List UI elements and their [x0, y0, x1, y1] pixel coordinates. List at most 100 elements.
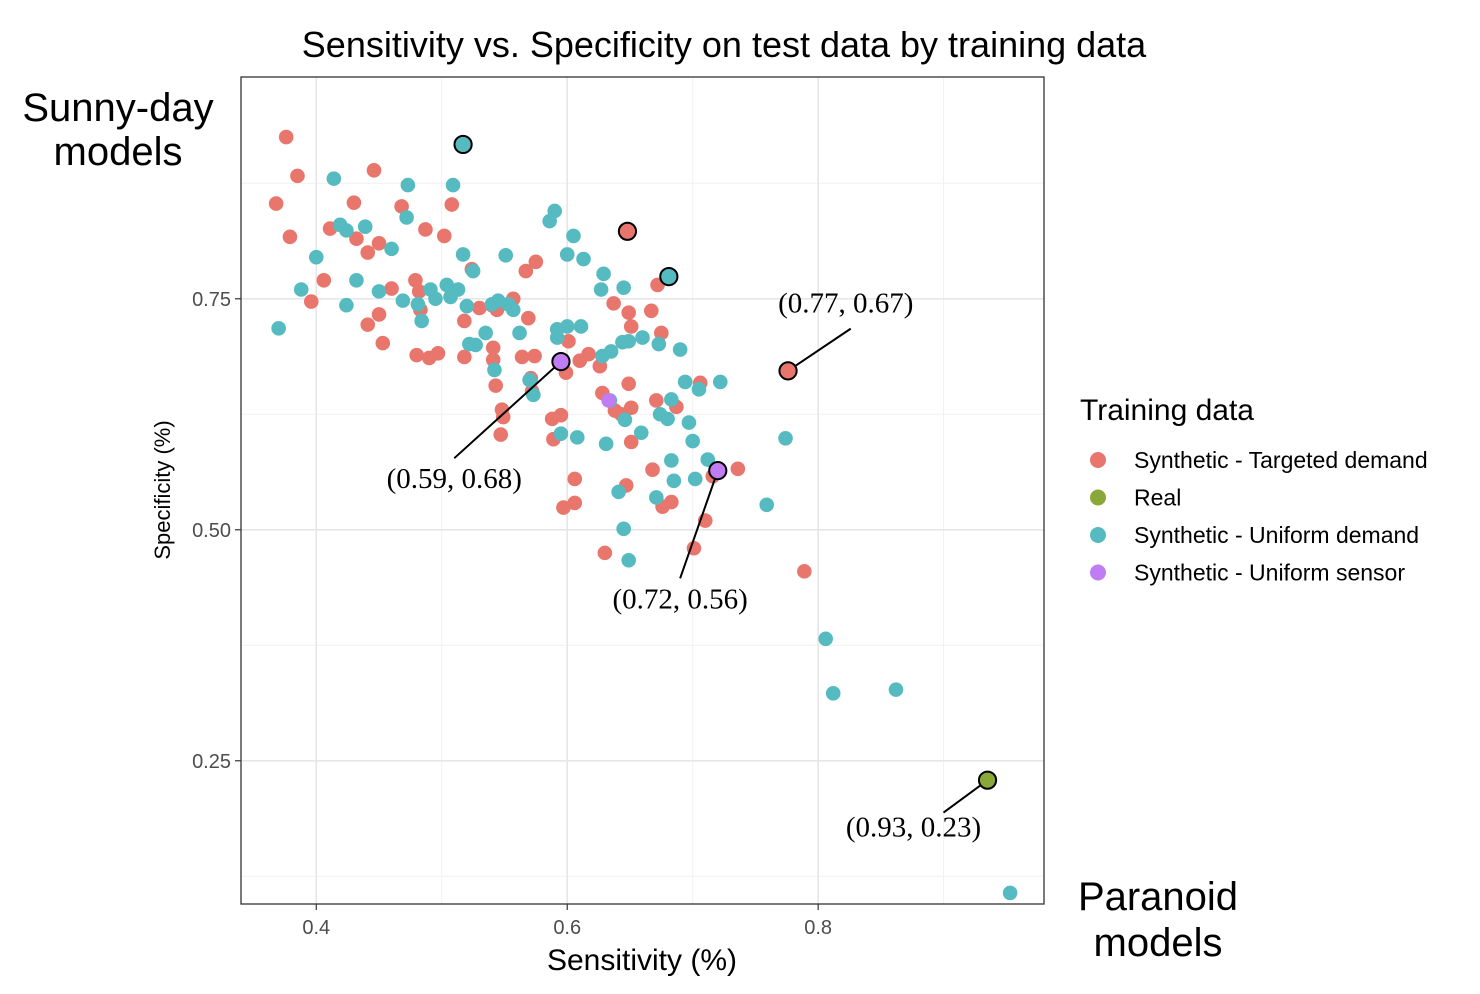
data-point	[439, 277, 455, 293]
data-point	[700, 452, 716, 467]
data-point	[561, 333, 576, 349]
data-point	[654, 325, 669, 341]
data-point	[349, 272, 364, 288]
data-point	[645, 462, 660, 478]
data-point	[384, 281, 399, 296]
annotations: (0.77, 0.67) (0.59, 0.68) (0.72, 0.56) (0.9…	[387, 134, 998, 844]
data-point	[559, 247, 575, 262]
legend: Training data Synthetic - Targeted deman…	[1080, 394, 1428, 586]
data-point	[528, 254, 544, 270]
data-point	[621, 552, 636, 568]
data-point	[360, 245, 376, 260]
data-point	[468, 337, 483, 353]
data-point	[521, 310, 536, 326]
data-point	[408, 272, 423, 288]
data-point	[445, 177, 461, 193]
highlighted-point	[551, 351, 571, 372]
data-point	[326, 171, 342, 186]
data-point	[512, 325, 527, 341]
data-point	[282, 229, 298, 245]
annotation-label: (0.93, 0.23)	[846, 812, 981, 844]
x-axis-ticks: 0.4 0.6 0.8	[302, 904, 832, 939]
y-tick-label: 0.25	[192, 751, 231, 773]
data-point	[730, 461, 746, 477]
data-point	[487, 362, 502, 378]
data-point	[346, 195, 362, 210]
data-point	[485, 340, 501, 356]
data-point	[293, 282, 309, 297]
sunny-day-label-line1: Sunny-day	[22, 86, 213, 130]
data-point	[394, 199, 409, 214]
data-point	[418, 222, 433, 237]
legend-label: Synthetic - Targeted demand	[1134, 447, 1428, 473]
data-point	[649, 490, 664, 505]
x-axis-label: Sensitivity (%)	[547, 944, 737, 977]
data-point	[567, 471, 583, 487]
data-point	[308, 249, 324, 265]
data-point	[522, 372, 537, 388]
highlighted-point	[617, 221, 638, 241]
data-point	[395, 293, 411, 308]
legend-key	[1090, 527, 1106, 543]
data-point	[567, 495, 583, 511]
data-point	[581, 346, 596, 362]
data-point	[303, 294, 319, 309]
data-points	[268, 129, 1018, 901]
data-point	[493, 427, 509, 442]
data-point	[450, 282, 466, 297]
data-point	[623, 319, 639, 334]
data-point	[818, 631, 833, 647]
data-point	[569, 430, 585, 445]
data-point	[457, 349, 472, 365]
data-point	[472, 300, 487, 316]
data-point	[691, 382, 707, 397]
data-point	[457, 313, 472, 329]
data-point	[505, 302, 521, 318]
y-axis-label: Specificity (%)	[150, 420, 175, 559]
data-point	[495, 409, 511, 425]
plot-border	[240, 76, 1045, 905]
highlighted-point	[778, 361, 798, 381]
data-point	[672, 342, 688, 357]
data-point	[360, 317, 376, 332]
data-point	[621, 305, 636, 320]
annotation-leader-line	[453, 360, 562, 459]
y-tick-label: 0.50	[192, 520, 231, 542]
data-point	[597, 545, 613, 561]
data-point	[576, 251, 591, 267]
data-point	[825, 686, 841, 701]
data-point	[623, 400, 639, 416]
data-point	[444, 197, 460, 212]
data-point	[371, 307, 387, 322]
data-point	[606, 296, 621, 311]
y-axis-ticks: 0.25 0.50 0.75	[192, 289, 241, 773]
annotation-leader-line	[787, 327, 852, 372]
data-point	[677, 374, 693, 390]
data-point	[616, 280, 631, 295]
data-point	[681, 415, 697, 430]
data-point	[455, 247, 471, 262]
data-point	[544, 411, 560, 427]
data-point	[268, 196, 284, 211]
data-point	[1002, 885, 1018, 901]
data-point	[685, 433, 700, 449]
data-point	[664, 494, 679, 510]
data-point	[526, 387, 541, 403]
data-point	[649, 393, 664, 408]
legend-key	[1090, 564, 1106, 581]
data-point	[601, 393, 616, 408]
data-point	[598, 436, 614, 452]
data-point	[478, 325, 493, 341]
data-point	[603, 344, 619, 359]
data-point	[553, 426, 569, 441]
data-point	[316, 272, 332, 288]
data-point	[549, 330, 565, 345]
plot-panel	[241, 77, 1044, 904]
data-point	[409, 347, 424, 363]
sunny-day-label-line2: models	[54, 130, 183, 174]
annotation-label: (0.72, 0.56)	[612, 583, 747, 615]
data-point	[339, 297, 354, 313]
data-point	[621, 376, 636, 392]
data-point	[778, 430, 793, 446]
